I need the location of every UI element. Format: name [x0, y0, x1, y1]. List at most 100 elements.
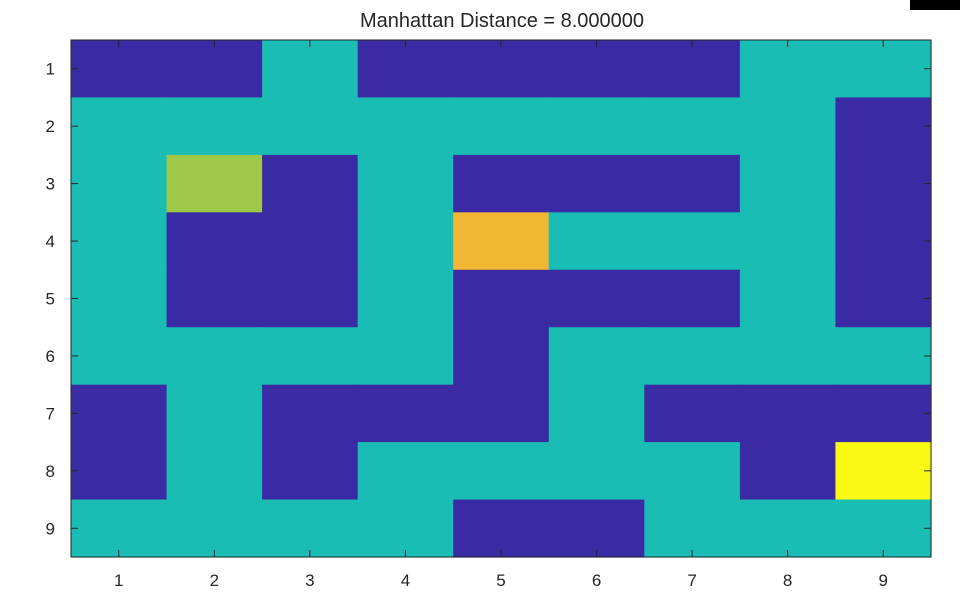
heatmap-cell	[357, 384, 454, 443]
heatmap-cell	[262, 212, 359, 271]
heatmap-cell	[835, 499, 932, 558]
x-tick-label: 5	[496, 571, 505, 590]
y-tick-label: 7	[46, 404, 55, 423]
x-tick-label: 9	[878, 571, 887, 590]
heatmap-cell	[166, 499, 263, 558]
heatmap-cell	[739, 40, 837, 99]
heatmap-cell	[262, 499, 359, 558]
heatmap-cells	[71, 40, 932, 558]
heatmap-cell	[166, 327, 263, 386]
heatmap-cell	[357, 154, 454, 213]
heatmap-cell	[71, 212, 168, 271]
heatmap-cell	[166, 40, 263, 99]
heatmap-cell	[166, 154, 263, 213]
heatmap-cell	[166, 97, 263, 156]
y-tick-label: 9	[46, 519, 55, 538]
heatmap-cell	[71, 499, 168, 558]
x-tick-label: 7	[687, 571, 696, 590]
heatmap-cell	[548, 40, 645, 99]
heatmap-cell	[166, 442, 263, 501]
heatmap-cell	[739, 97, 837, 156]
heatmap-cell	[644, 97, 741, 156]
heatmap-cell	[835, 212, 932, 271]
y-tick-label: 6	[46, 347, 55, 366]
heatmap-cell	[835, 384, 932, 443]
heatmap-cell	[739, 499, 837, 558]
heatmap-cell	[71, 154, 168, 213]
heatmap-cell	[644, 499, 741, 558]
heatmap-cell	[166, 212, 263, 271]
x-tick-label: 1	[114, 571, 123, 590]
heatmap-cell	[166, 384, 263, 443]
heatmap-cell	[453, 384, 550, 443]
y-tick-label: 5	[46, 290, 55, 309]
heatmap-cell	[548, 212, 645, 271]
heatmap-cell	[453, 97, 550, 156]
heatmap-cell	[739, 154, 837, 213]
heatmap-cell	[548, 269, 645, 328]
chart-title: Manhattan Distance = 8.000000	[360, 10, 644, 32]
heatmap-cell	[71, 384, 168, 443]
heatmap-cell	[453, 499, 550, 558]
heatmap-cell	[835, 327, 932, 386]
heatmap-cell	[548, 384, 645, 443]
heatmap-cell	[71, 442, 168, 501]
heatmap-cell	[453, 40, 550, 99]
heatmap-cell	[644, 154, 741, 213]
x-tick-label: 6	[592, 571, 601, 590]
heatmap-cell	[739, 327, 837, 386]
heatmap-cell	[548, 97, 645, 156]
heatmap-cell	[548, 499, 645, 558]
heatmap-cell	[453, 269, 550, 328]
heatmap-cell	[357, 97, 454, 156]
heatmap-cell	[835, 40, 932, 99]
heatmap-cell	[644, 40, 741, 99]
heatmap-cell	[644, 212, 741, 271]
heatmap-cell	[262, 269, 359, 328]
heatmap-cell	[644, 269, 741, 328]
y-tick-label: 8	[46, 462, 55, 481]
corner-black-block	[910, 0, 960, 10]
x-tick-label: 8	[783, 571, 792, 590]
heatmap-cell	[739, 212, 837, 271]
heatmap-cell	[357, 269, 454, 328]
heatmap-cell	[644, 442, 741, 501]
heatmap-cell	[166, 269, 263, 328]
heatmap-cell	[357, 442, 454, 501]
y-tick-label: 1	[46, 60, 55, 79]
heatmap-cell	[71, 269, 168, 328]
heatmap-cell	[835, 442, 932, 501]
heatmap-cell	[357, 40, 454, 99]
heatmap-cell	[71, 40, 168, 99]
heatmap-cell	[262, 40, 359, 99]
heatmap-cell	[357, 327, 454, 386]
heatmap-cell	[357, 499, 454, 558]
heatmap-cell	[262, 154, 359, 213]
x-tick-label: 3	[305, 571, 314, 590]
heatmap-cell	[71, 327, 168, 386]
heatmap-cell	[262, 442, 359, 501]
heatmap-cell	[644, 327, 741, 386]
heatmap-cell	[453, 154, 550, 213]
heatmap-cell	[548, 442, 645, 501]
heatmap-cell	[262, 327, 359, 386]
y-tick-label: 3	[46, 175, 55, 194]
y-tick-label: 2	[46, 117, 55, 136]
heatmap-cell	[262, 384, 359, 443]
heatmap-cell	[835, 97, 932, 156]
heatmap-cell	[835, 154, 932, 213]
axes: 1 2 3 4 5 6 7 8 9 1 2 3 4 5 6 7 8 9	[46, 39, 932, 590]
heatmap-cell	[453, 212, 550, 271]
heatmap-cell	[739, 269, 837, 328]
x-tick-label: 2	[210, 571, 219, 590]
heatmap-cell	[357, 212, 454, 271]
heatmap-cell	[548, 327, 645, 386]
y-tick-label: 4	[46, 232, 55, 251]
heatmap-cell	[262, 97, 359, 156]
x-tick-label: 4	[401, 571, 410, 590]
heatmap-cell	[71, 97, 168, 156]
heatmap-cell	[644, 384, 741, 443]
heatmap-cell	[548, 154, 645, 213]
heatmap-cell	[739, 384, 837, 443]
